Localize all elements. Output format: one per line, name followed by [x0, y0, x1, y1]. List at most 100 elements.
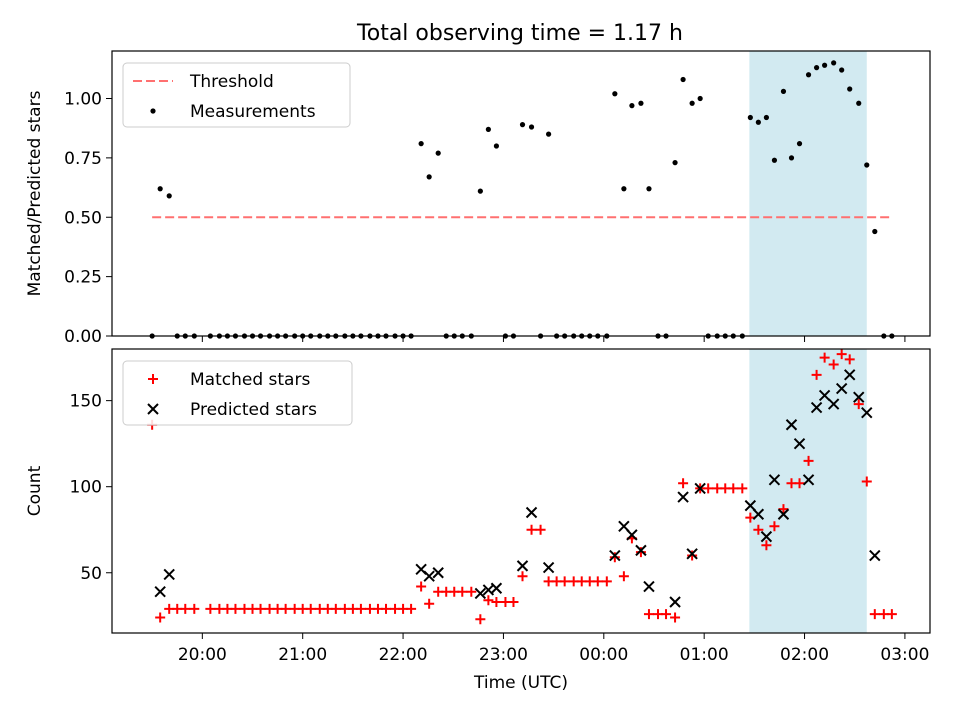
- matched-star-marker: [491, 597, 502, 608]
- matched-star-marker: [155, 612, 166, 623]
- matched-star-marker: [559, 576, 570, 587]
- matched-star-marker: [828, 359, 839, 370]
- predicted-star-marker: [635, 544, 647, 557]
- ratio-panel: 0.00 0.25 0.50 0.75 1.00 Matched/Predicted st…: [25, 50, 931, 347]
- y-tick-label: 100: [70, 478, 102, 498]
- predicted-star-marker: [835, 382, 848, 395]
- matched-star-marker: [811, 369, 822, 380]
- matched-star-marker: [305, 603, 316, 614]
- x-tick-label: 23:00: [479, 645, 528, 665]
- measurement-point: [166, 193, 172, 199]
- predicted-star-marker: [810, 401, 823, 414]
- x-tick-label: 22:00: [379, 645, 428, 665]
- matched-star-marker: [819, 352, 830, 363]
- legend: Threshold Measurements: [122, 62, 351, 128]
- measurement-point: [157, 186, 163, 192]
- matched-star-marker: [618, 571, 629, 582]
- predicted-star-marker: [694, 482, 706, 495]
- measurement-point: [477, 188, 483, 194]
- matched-star-marker: [535, 524, 546, 535]
- matched-star-marker: [635, 547, 646, 558]
- highlight-span: [749, 349, 867, 633]
- legend: Matched stars Predicted stars: [122, 360, 353, 426]
- measurement-point: [689, 100, 695, 106]
- matched-star-marker: [643, 609, 654, 620]
- count-panel: 50 100 150 20:00 21:00 22:00 23:00 00:00 01:00 02…: [25, 348, 931, 693]
- x-axis-label: Time (UTC): [473, 673, 568, 693]
- predicted-star-marker: [154, 585, 166, 598]
- matched-star-marker: [180, 603, 191, 614]
- predicted-star-marker: [752, 508, 765, 520]
- matched-star-marker: [330, 603, 341, 614]
- measurement-point: [763, 114, 770, 121]
- matched-star-marker: [703, 483, 714, 494]
- predicted-star-marker: [525, 506, 538, 519]
- matched-star-marker: [457, 586, 468, 597]
- matched-star-marker: [592, 576, 603, 587]
- measurement-point: [546, 131, 552, 137]
- predicted-star-marker: [163, 568, 175, 581]
- measurement-point: [672, 160, 678, 166]
- measurement-point: [612, 91, 618, 97]
- legend-label: Measurements: [190, 102, 316, 122]
- measurement-point: [638, 100, 644, 106]
- x-tick-label: 02:00: [780, 645, 829, 665]
- axes-frame: [111, 348, 931, 634]
- matched-star-marker: [280, 603, 291, 614]
- predicted-star-marker: [843, 369, 856, 381]
- measurement-point: [418, 141, 424, 147]
- measurement-point: [831, 60, 837, 66]
- matched-star-marker: [517, 571, 528, 582]
- chart-title: Total observing time = 1.17 h: [356, 21, 683, 46]
- measurement-point: [796, 141, 803, 147]
- predicted-star-marker: [626, 529, 638, 541]
- y-tick-label: 0.00: [64, 327, 102, 347]
- measurement-point: [755, 119, 761, 125]
- x-tick-label: 00:00: [579, 645, 628, 665]
- measurement-point: [621, 186, 627, 192]
- predicted-star-marker: [853, 391, 865, 403]
- matched-star-marker: [678, 478, 689, 489]
- measurement-point: [856, 100, 862, 106]
- measurement-point: [629, 103, 635, 109]
- matched-star-marker: [416, 581, 427, 592]
- x-tick-label: 21:00: [278, 645, 327, 665]
- highlight-span: [749, 51, 867, 336]
- y-tick-label: 1.00: [64, 90, 102, 110]
- matched-star-marker: [844, 354, 855, 365]
- x-tick-label: 01:00: [680, 645, 729, 665]
- predicted-star-marker: [785, 419, 798, 431]
- matched-star-marker: [869, 609, 880, 620]
- legend-label: Predicted stars: [190, 400, 317, 420]
- predicted-star-marker: [609, 549, 621, 562]
- predicted-star-marker: [777, 508, 790, 520]
- matched-star-marker: [475, 614, 486, 625]
- matched-star-marker: [778, 504, 789, 515]
- y-tick-label: 0.25: [64, 268, 102, 288]
- matched-star-marker: [661, 609, 672, 620]
- measurement-point: [872, 228, 878, 235]
- predicted-star-marker: [423, 570, 435, 582]
- predicted-star-marker: [669, 596, 681, 608]
- y-tick-label: 0.75: [64, 149, 102, 169]
- matched-star-marker: [670, 612, 681, 623]
- predicted-star-marker: [827, 398, 840, 410]
- predicted-star-marker: [516, 560, 529, 572]
- measurement-point: [780, 88, 787, 94]
- predicted-star-marker: [686, 548, 698, 560]
- measurement-point: [528, 124, 535, 130]
- measurement-point: [680, 76, 686, 83]
- y-axis-label: Count: [25, 465, 45, 516]
- legend-measurements-swatch: [150, 108, 156, 114]
- matched-star-marker: [230, 603, 241, 614]
- predicted-star-marker: [869, 549, 881, 562]
- measurement-point: [747, 114, 753, 121]
- matched-star-marker: [737, 483, 748, 494]
- legend-label: Threshold: [189, 72, 274, 92]
- predicted-star-marker: [818, 389, 831, 402]
- matched-star-marker: [853, 399, 864, 410]
- predicted-star-marker: [474, 587, 487, 600]
- measurement-point: [485, 126, 491, 132]
- measurement-point: [822, 62, 828, 68]
